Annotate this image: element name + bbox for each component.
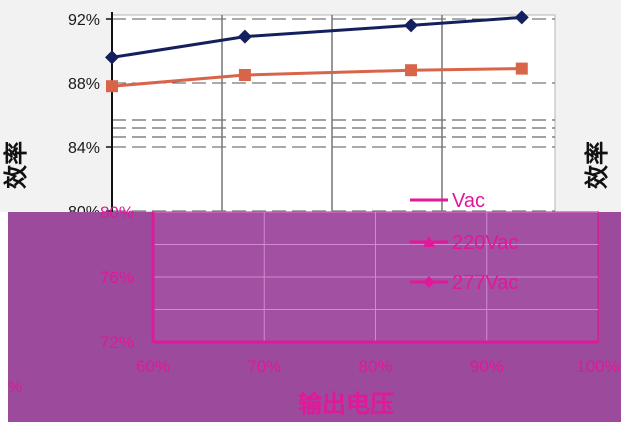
legend-marker-diamond (423, 276, 435, 288)
upper-data-point-square (405, 64, 418, 77)
lower-x-axis-title: 输出电压 (298, 390, 394, 418)
lower-left-fragment: % (8, 379, 22, 396)
upper-data-point-diamond (237, 29, 252, 44)
upper-series (105, 10, 529, 93)
lower-y-tick-label: 72% (100, 333, 134, 352)
legend-label: Vac (452, 190, 485, 212)
lower-grid (153, 211, 598, 342)
upper-data-point-square (106, 80, 118, 93)
lower-x-tick-label: 60% (136, 357, 170, 376)
upper-data-point-diamond (514, 10, 529, 25)
upper-y-axis-title: 效率 (2, 141, 30, 189)
lower-x-tick-label: 90% (470, 357, 504, 376)
legend-marker-triangle (423, 236, 435, 247)
upper-grid (112, 15, 555, 212)
lower-x-tick-label: 80% (358, 357, 392, 376)
upper-data-point-square (238, 69, 251, 81)
upper-series-line (111, 67, 522, 88)
upper-data-point-diamond (105, 50, 119, 65)
upper-data-point-diamond (404, 18, 419, 33)
lower-x-tick-label: 70% (247, 357, 281, 376)
lower-y-tick-label: 80% (100, 203, 134, 222)
upper-y-tick-label: 92% (68, 12, 100, 29)
upper-y-tick-label: 88% (68, 76, 100, 93)
upper-plot-area (111, 14, 556, 213)
upper-series-line (111, 15, 522, 59)
lower-x-tick-label: 100% (576, 357, 619, 376)
lower-x-ticks: 60% 70% 80% 90% 100% (136, 357, 620, 376)
upper-chart: 92% 88% 84% 80% 效率 效率 (0, 0, 621, 221)
lower-legend: Vac 220Vac 277Vac (410, 190, 518, 294)
upper-right-axis-title: 效率 (583, 141, 611, 189)
lower-y-tick-label: 76% (100, 268, 134, 287)
lower-chart: 80% 76% 72% 60% 70% 80% 90% 100% % 输出电压 Vac 220… (8, 190, 621, 422)
legend-label: 220Vac (452, 232, 518, 254)
legend-label: 277Vac (452, 272, 518, 294)
upper-y-tick-label: 84% (68, 140, 100, 157)
lower-y-ticks: 80% 76% 72% (100, 203, 134, 352)
upper-data-point-square (515, 62, 528, 75)
